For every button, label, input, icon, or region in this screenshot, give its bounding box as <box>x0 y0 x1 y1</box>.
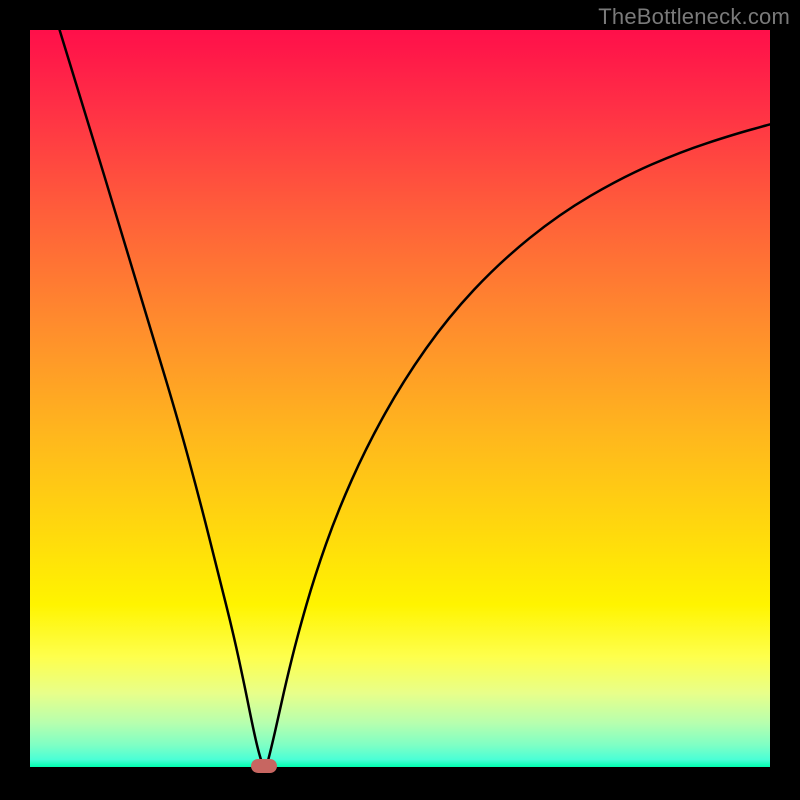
right-curve-segment <box>267 124 770 765</box>
bottleneck-curve <box>30 30 770 767</box>
plot-area <box>30 30 770 767</box>
watermark-text: TheBottleneck.com <box>598 4 790 30</box>
left-curve-segment <box>60 30 264 766</box>
minimum-marker <box>251 759 277 773</box>
figure-container: TheBottleneck.com <box>0 0 800 800</box>
